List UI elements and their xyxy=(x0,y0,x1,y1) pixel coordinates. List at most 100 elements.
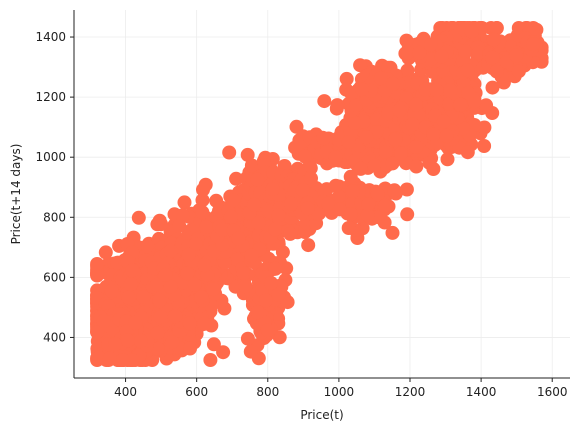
data-point xyxy=(453,97,468,112)
data-point xyxy=(373,71,388,86)
data-points xyxy=(90,21,549,367)
data-point xyxy=(361,197,376,212)
data-point xyxy=(400,207,415,222)
data-point xyxy=(268,261,283,276)
data-point xyxy=(392,103,407,118)
data-point xyxy=(104,284,119,299)
data-point xyxy=(367,158,382,173)
data-point xyxy=(370,187,385,202)
data-point xyxy=(456,121,471,136)
x-tick-label: 1200 xyxy=(395,385,426,399)
data-point xyxy=(240,147,255,162)
data-point xyxy=(182,316,197,331)
y-axis-title: Price(t+14 days) xyxy=(9,144,23,245)
y-tick-label: 600 xyxy=(43,270,66,284)
data-point xyxy=(394,146,408,161)
data-point xyxy=(194,290,209,305)
data-point xyxy=(471,45,486,60)
data-point xyxy=(195,193,210,208)
data-point xyxy=(461,86,476,101)
data-point xyxy=(180,266,195,281)
data-point xyxy=(316,131,331,146)
data-point xyxy=(400,45,415,60)
data-point xyxy=(304,171,318,186)
data-point xyxy=(399,182,414,197)
data-point xyxy=(409,97,423,112)
data-point xyxy=(151,341,165,356)
data-point xyxy=(216,345,231,360)
data-point xyxy=(177,195,192,210)
data-point xyxy=(345,184,360,199)
data-point xyxy=(399,33,414,48)
data-point xyxy=(486,32,501,47)
data-point xyxy=(121,290,136,305)
data-point xyxy=(175,208,190,223)
data-point xyxy=(150,326,165,340)
data-point xyxy=(511,64,526,79)
data-point xyxy=(163,279,178,294)
data-point xyxy=(284,196,298,211)
data-point xyxy=(321,196,335,211)
data-point xyxy=(224,209,238,224)
data-point xyxy=(418,82,433,97)
data-point xyxy=(183,341,197,356)
data-point xyxy=(251,215,266,230)
data-point xyxy=(477,139,492,153)
y-tick-label: 1200 xyxy=(35,90,66,104)
data-point xyxy=(115,353,130,367)
data-point xyxy=(125,263,140,278)
data-point xyxy=(149,277,164,292)
x-tick-label: 800 xyxy=(256,385,279,399)
data-point xyxy=(90,325,105,340)
data-point xyxy=(460,63,475,78)
data-point xyxy=(412,45,427,60)
x-tick-label: 1600 xyxy=(537,385,568,399)
data-point xyxy=(400,63,415,78)
data-point xyxy=(434,49,449,64)
data-point xyxy=(168,309,183,324)
data-point xyxy=(341,135,356,149)
axes xyxy=(73,10,570,379)
data-point xyxy=(98,245,113,260)
data-point xyxy=(436,114,451,129)
data-point xyxy=(353,58,368,73)
data-point xyxy=(102,351,117,366)
data-point xyxy=(153,310,168,324)
data-point xyxy=(238,279,253,294)
data-point xyxy=(258,293,273,308)
data-point xyxy=(347,115,362,130)
data-point xyxy=(226,193,241,208)
data-point xyxy=(199,219,214,234)
data-point xyxy=(152,293,167,308)
y-tick-label: 800 xyxy=(43,210,66,224)
data-point xyxy=(295,183,310,198)
y-axis-ticks: 400 600 800 1000 1200 1400 xyxy=(35,30,74,344)
data-point xyxy=(405,117,420,132)
x-tick-label: 600 xyxy=(185,385,208,399)
data-point xyxy=(158,267,173,282)
data-point xyxy=(355,82,369,97)
y-tick-label: 1400 xyxy=(35,30,66,44)
data-point xyxy=(385,156,400,171)
data-point xyxy=(165,335,180,349)
data-point xyxy=(341,221,356,235)
data-point xyxy=(96,314,111,329)
data-point xyxy=(240,331,255,346)
data-point xyxy=(485,50,500,65)
data-point xyxy=(271,287,286,302)
data-point xyxy=(339,71,354,86)
data-point xyxy=(250,305,265,320)
data-point xyxy=(409,159,424,174)
data-point xyxy=(197,316,212,331)
data-point xyxy=(265,182,280,196)
data-point xyxy=(260,323,275,338)
data-point xyxy=(271,208,286,223)
data-point xyxy=(136,289,151,304)
data-point xyxy=(250,172,265,187)
data-point xyxy=(460,145,475,160)
data-point xyxy=(509,48,524,63)
data-point xyxy=(349,98,364,113)
data-point xyxy=(264,276,279,290)
data-point xyxy=(90,257,105,271)
data-point xyxy=(301,238,316,253)
